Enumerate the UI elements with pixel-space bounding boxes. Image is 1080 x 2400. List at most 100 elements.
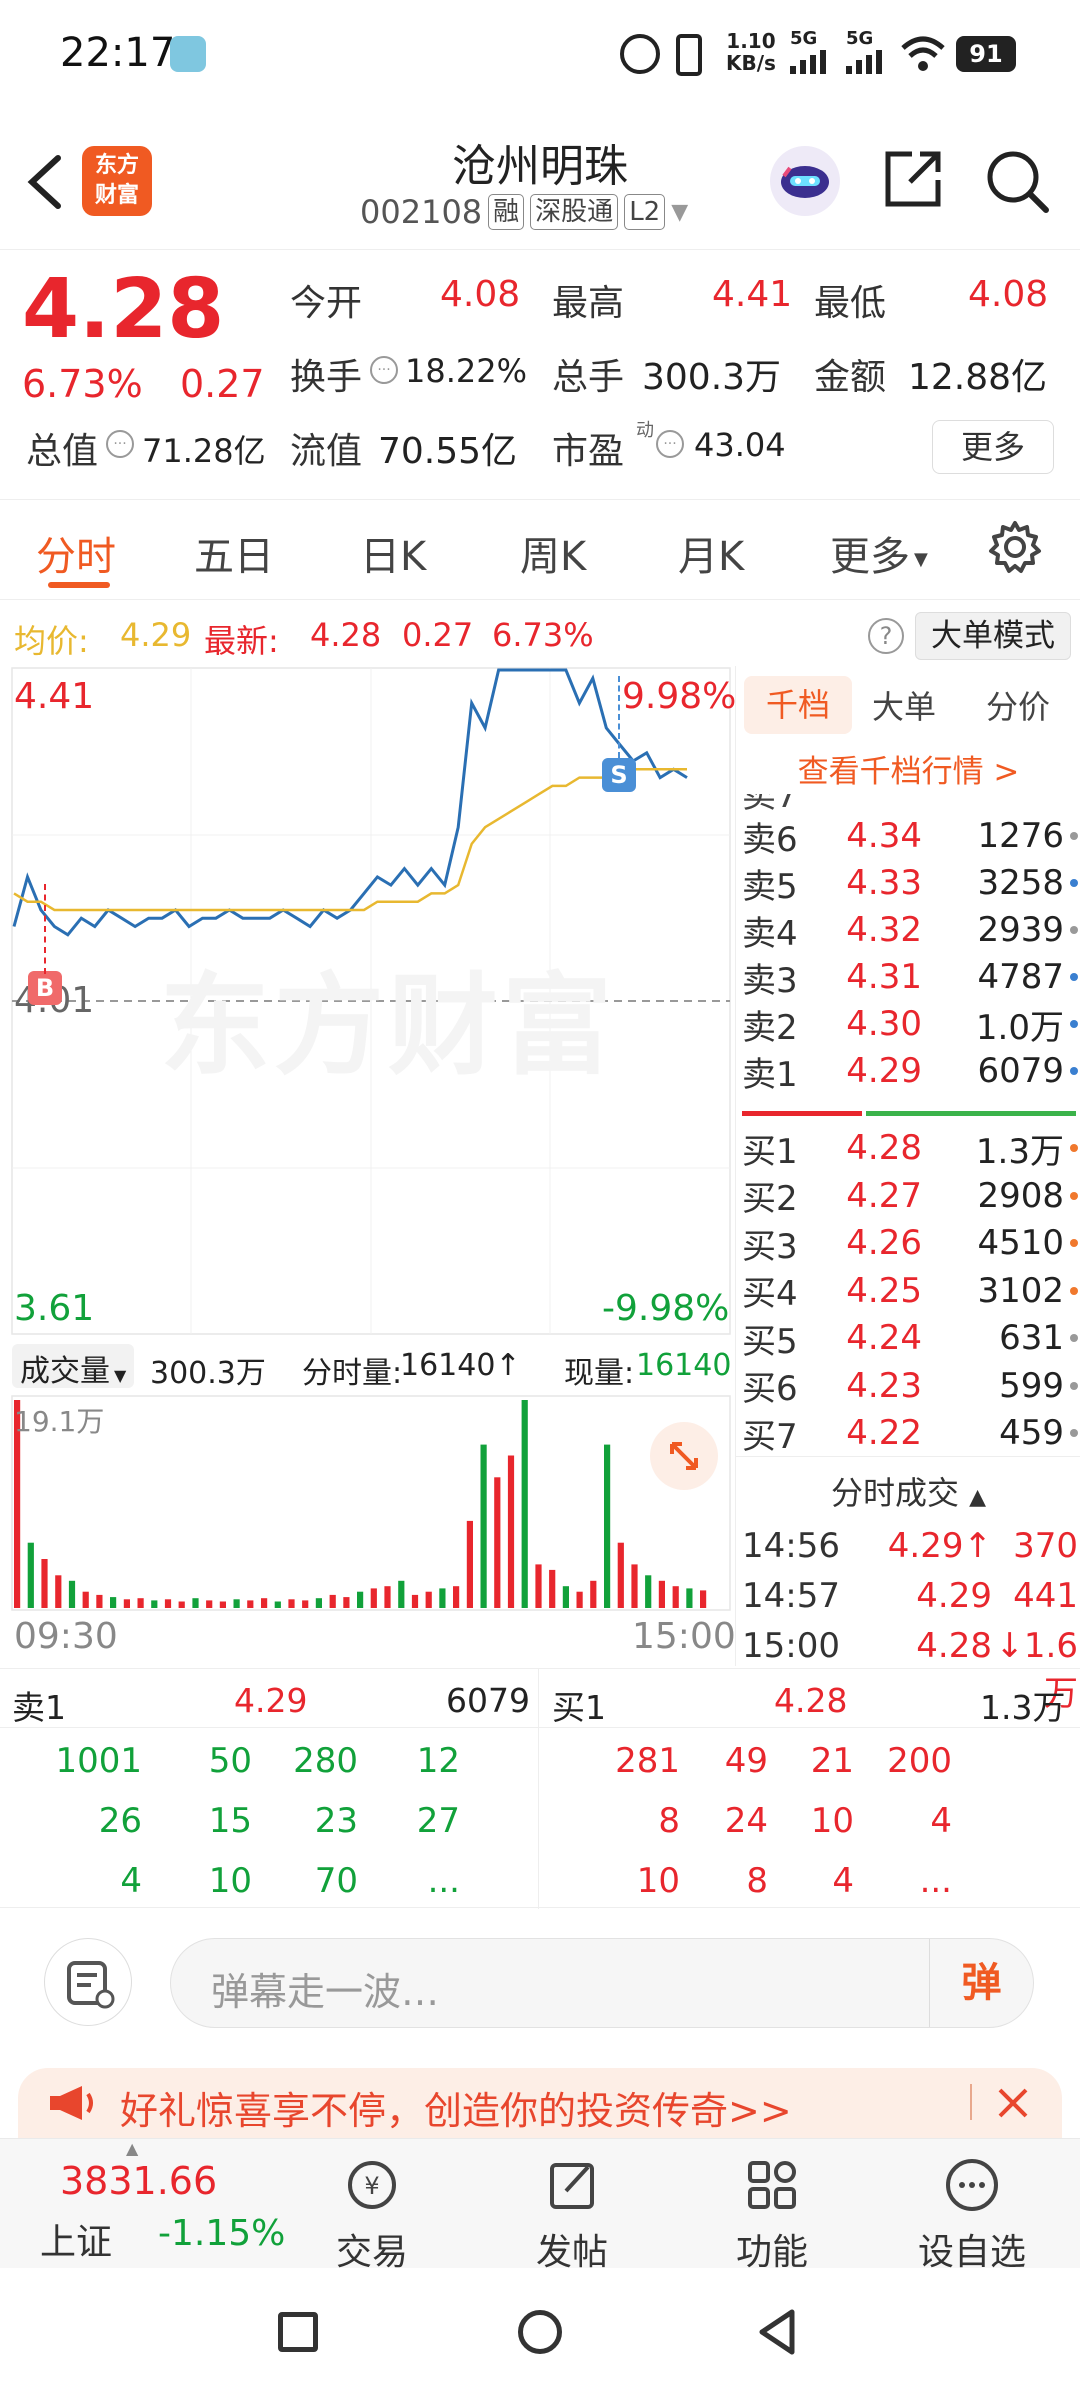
danmu-send-button[interactable]: 弹 <box>929 1939 1033 2027</box>
danmu-input[interactable]: 弹幕走一波… 弹 <box>170 1938 1034 2028</box>
search-icon[interactable] <box>984 148 1050 214</box>
buy-level-row[interactable]: 买2 4.27 2908 <box>742 1172 1078 1220</box>
volume-bar <box>55 1575 62 1608</box>
signal-bars-1-icon <box>790 50 830 74</box>
volume-bar <box>302 1600 309 1608</box>
eastmoney-logo[interactable]: 东方 财富 <box>82 146 152 216</box>
settings-gear-icon[interactable] <box>988 520 1042 574</box>
deals-divider <box>736 1456 1080 1457</box>
promo-banner[interactable]: 好礼惊喜享不停，创造你的投资传奇>> <box>18 2068 1062 2138</box>
volume-bar <box>535 1564 542 1608</box>
level-dot <box>1070 879 1078 887</box>
buy-level-row[interactable]: 买6 4.23 599 <box>742 1362 1078 1410</box>
queue-sell-price: 4.29 <box>234 1681 308 1720</box>
volume-svg <box>11 1395 731 1611</box>
volume-bar <box>576 1591 583 1608</box>
volume-header: 成交量 ▼ 300.3万 分时量: 16140↑ 现量: 16140 <box>0 1336 735 1394</box>
buy-level-row[interactable]: 买1 4.28 1.3万 <box>742 1124 1078 1172</box>
sell-level-row[interactable]: 卖6 4.34 1276 <box>742 812 1078 860</box>
ai-assistant-icon[interactable] <box>770 146 840 216</box>
volume-bar <box>343 1597 350 1608</box>
nav-trade[interactable]: ¥ 交易 <box>312 2155 432 2275</box>
app-notification-icon <box>170 36 206 72</box>
level-volume: 2908 <box>977 1175 1064 1216</box>
tab-weekly-k[interactable]: 周K <box>520 534 587 580</box>
queue-buy-total: 1.3万 <box>980 1688 1066 1727</box>
help-icon[interactable]: ? <box>868 618 904 654</box>
volume-total: 300.3万 <box>150 1356 266 1391</box>
view-thousand-levels-link[interactable]: 查看千档行情 > <box>797 754 1020 790</box>
nav-post[interactable]: 发帖 <box>512 2155 632 2275</box>
tab-level-thousand[interactable]: 千档 <box>744 676 852 734</box>
volume-bar <box>261 1598 268 1608</box>
index-name: 上证 <box>40 2222 113 2263</box>
volume-chart[interactable]: 19.1万 09:30 15:00 <box>0 1394 736 1664</box>
volume-bar <box>68 1580 76 1608</box>
pct-axis-high: 9.98% <box>622 676 737 717</box>
volume-bar <box>549 1569 556 1608</box>
nav-add-watchlist[interactable]: 设自选 <box>912 2155 1032 2275</box>
pe-label: 市盈 <box>552 431 625 472</box>
level-volume: 3102 <box>977 1270 1064 1311</box>
info-circle-icon[interactable]: ··· <box>656 430 684 458</box>
volume-bar <box>151 1600 158 1608</box>
tick-deals-title[interactable]: 分时成交 ▲ <box>736 1468 1080 1514</box>
comment-settings-icon[interactable] <box>44 1938 132 2026</box>
tab-monthly-k[interactable]: 月K <box>678 534 745 580</box>
level-label: 买5 <box>742 1321 798 1362</box>
sell-level-row[interactable]: 卖3 4.31 4787 <box>742 953 1078 1001</box>
expand-icon[interactable] <box>650 1422 718 1490</box>
share-icon[interactable] <box>882 148 944 210</box>
big-order-mode-button[interactable]: 大单模式 <box>915 612 1071 660</box>
info-circle-icon[interactable]: ··· <box>370 356 398 384</box>
more-quote-button[interactable]: 更多 <box>932 420 1054 474</box>
buy-marker[interactable]: B <box>28 971 62 1005</box>
sell-level-row[interactable]: 卖5 4.33 3258 <box>742 859 1078 907</box>
sell-level-row[interactable]: 卖4 4.32 2939 <box>742 906 1078 954</box>
volume-bar <box>658 1580 665 1608</box>
tab-intraday[interactable]: 分时 <box>36 534 116 580</box>
info-circle-icon[interactable]: ··· <box>106 430 134 458</box>
change-pct: 6.73% <box>22 362 143 406</box>
volume-bar <box>233 1599 240 1608</box>
nav-function[interactable]: 功能 <box>712 2155 832 2275</box>
tab-daily-k[interactable]: 日K <box>360 534 427 580</box>
tab-more[interactable]: 更多 ▼ <box>830 524 928 582</box>
stock-code-row[interactable]: 002108 融 深股通 L2 ▼ <box>360 190 688 234</box>
sell-level-row[interactable]: 卖1 4.29 6079 <box>742 1047 1078 1095</box>
sell-marker[interactable]: S <box>602 758 636 792</box>
tab-five-day[interactable]: 五日 <box>194 534 274 580</box>
sell-marker-line <box>618 676 620 758</box>
volume-bar <box>370 1588 377 1608</box>
level-price: 4.26 <box>846 1223 922 1263</box>
tab-price-split[interactable]: 分价 <box>986 688 1051 726</box>
volume-bar <box>123 1599 130 1608</box>
buy-level-row[interactable]: 买7 4.22 459 <box>742 1409 1078 1457</box>
logo-text-2: 财富 <box>94 183 139 208</box>
low-label: 最低 <box>814 283 887 324</box>
volume-bar <box>686 1588 693 1608</box>
current-volume-label: 现量: <box>564 1356 635 1391</box>
index-value[interactable]: 3831.66 <box>60 2159 218 2203</box>
home-icon[interactable] <box>518 2310 562 2354</box>
back-nav-icon[interactable] <box>756 2308 800 2356</box>
sell-level-row[interactable]: 卖2 4.30 1.0万 <box>742 1000 1078 1048</box>
level-price: 4.33 <box>846 863 922 903</box>
buy-level-row[interactable]: 买3 4.26 4510 <box>742 1219 1078 1267</box>
volume-indicator-select[interactable]: 成交量 ▼ <box>12 1344 135 1389</box>
close-icon[interactable] <box>990 2080 1036 2126</box>
queue-buy-cell: 200 <box>887 1741 952 1781</box>
level-dot <box>1070 1286 1078 1295</box>
buy-level-row[interactable]: 买5 4.24 631 <box>742 1314 1078 1362</box>
danmu-placeholder: 弹幕走一波… <box>211 1970 440 2014</box>
recent-apps-icon[interactable] <box>278 2312 318 2352</box>
pct-axis-low: -9.98% <box>602 1288 730 1329</box>
back-button[interactable] <box>22 152 66 212</box>
edit-icon <box>550 2163 594 2209</box>
queue-sell-cell: 15 <box>208 1801 252 1841</box>
intraday-chart[interactable]: 东方财富 4.41 9.98% 4.01 3.61 -9.98% B S <box>0 666 737 1336</box>
buy-level-row[interactable]: 买4 4.25 3102 <box>742 1267 1078 1315</box>
level-price: 4.30 <box>846 1004 922 1044</box>
net-speed: 1.10 KB/s <box>726 30 776 74</box>
tab-big-order[interactable]: 大单 <box>872 688 937 726</box>
